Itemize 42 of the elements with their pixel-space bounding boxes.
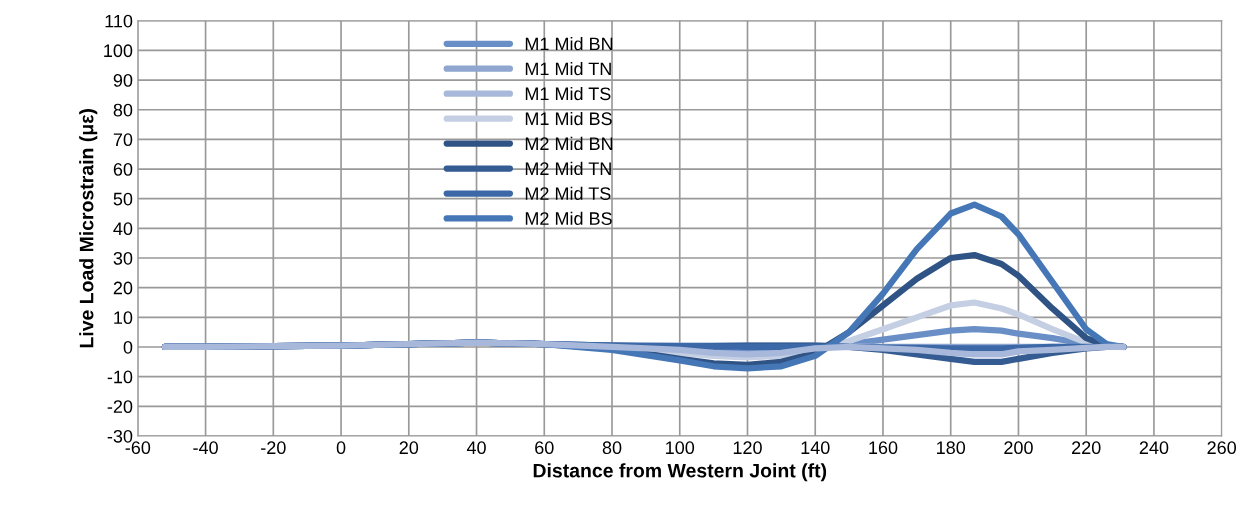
x-tick-label: -60 — [125, 441, 151, 455]
y-tick-label: 100 — [104, 44, 133, 58]
y-tick-label: 50 — [113, 192, 133, 206]
y-tick-label: 80 — [113, 103, 133, 117]
y-tick-label: 20 — [113, 281, 133, 295]
x-tick-label: -20 — [261, 441, 286, 455]
y-tick-label: -30 — [107, 429, 133, 443]
y-tick-label: 30 — [113, 251, 133, 265]
legend-label: M2 Mid TN — [525, 161, 611, 176]
y-tick-label: 10 — [114, 311, 133, 325]
x-tick-label: -40 — [193, 441, 218, 455]
y-tick-label: 70 — [113, 133, 133, 147]
x-tick-label: 200 — [1004, 441, 1033, 455]
legend-label: M2 Mid TS — [525, 186, 611, 201]
y-tick-label: 40 — [113, 222, 133, 236]
x-tick-label: 240 — [1139, 441, 1169, 455]
y-axis-title: Live Load Microstrain (με) — [79, 109, 98, 348]
legend-label: M2 Mid BN — [525, 136, 613, 151]
x-tick-label: 100 — [666, 441, 695, 455]
x-tick-label: 140 — [801, 441, 830, 455]
legend-label: M2 Mid BS — [525, 211, 612, 225]
x-tick-label: 0 — [336, 441, 346, 455]
x-tick-label: 160 — [869, 441, 898, 455]
x-tick-label: 220 — [1072, 441, 1101, 455]
y-tick-label: 110 — [105, 14, 133, 28]
x-tick-label: 80 — [602, 441, 622, 455]
x-tick-label: 260 — [1207, 441, 1237, 455]
legend-label: M1 Mid TN — [525, 61, 611, 76]
y-tick-label: -10 — [107, 370, 133, 384]
y-tick-label: 90 — [113, 74, 133, 87]
y-tick-label: 60 — [113, 162, 133, 176]
y-tick-label: 0 — [123, 340, 133, 354]
x-tick-label: 180 — [937, 441, 966, 455]
x-tick-label: 60 — [535, 441, 554, 455]
legend-label: M1 Mid TS — [525, 86, 611, 101]
x-tick-label: 40 — [466, 441, 486, 455]
x-tick-label: 20 — [399, 441, 419, 455]
x-axis-title: Distance from Western Joint (ft) — [533, 463, 827, 482]
legend-label: M1 Mid BN — [525, 37, 613, 51]
y-tick-label: -20 — [107, 400, 133, 414]
legend-label: M1 Mid BS — [525, 111, 612, 126]
x-tick-label: 120 — [733, 441, 762, 455]
